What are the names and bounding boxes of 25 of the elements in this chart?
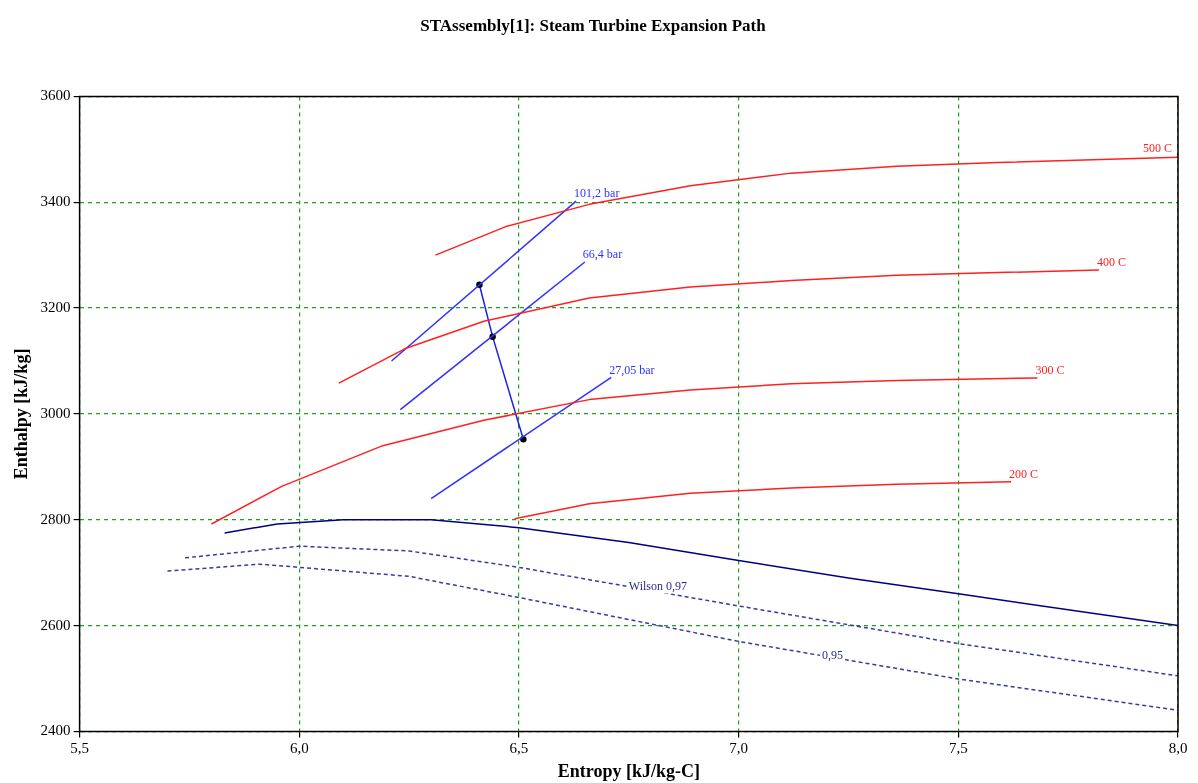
x-tick-label: 7,0: [729, 740, 749, 757]
y-tick-label: 2400: [40, 722, 71, 739]
y-tick-label: 3200: [40, 299, 71, 315]
series-label: 200 C: [1009, 466, 1039, 481]
y-tick-label: 3400: [40, 193, 71, 210]
series-label: 400 C: [1096, 255, 1126, 270]
x-tick-label: 8,0: [1168, 740, 1188, 757]
x-tick-label: 6,0: [289, 740, 309, 757]
chart-title: STAssembly[1]: Steam Turbine Expansion Path: [420, 15, 767, 35]
annotation: 0,95: [822, 647, 844, 662]
series-label: 27,05 bar: [609, 362, 655, 377]
series-label: 300 C: [1035, 363, 1065, 378]
series-label: 66,4 bar: [582, 247, 623, 262]
series-label: 500 C: [1142, 141, 1172, 156]
x-axis-title: Entropy [kJ/kg-C]: [557, 760, 700, 781]
y-tick-label: 3000: [40, 404, 71, 421]
y-tick-label: 2800: [40, 510, 71, 527]
x-tick-label: 6,5: [509, 740, 529, 757]
x-tick-label: 7,5: [948, 740, 968, 757]
x-tick-label: 5,5: [70, 740, 89, 757]
y-axis-title: Enthalpy [kJ/kg]: [11, 348, 32, 480]
annotation: Wilson 0,97: [628, 578, 687, 593]
y-tick-label: 3600: [40, 87, 71, 104]
y-tick-label: 2600: [40, 616, 71, 633]
series-label: 101,2 bar: [574, 186, 620, 201]
